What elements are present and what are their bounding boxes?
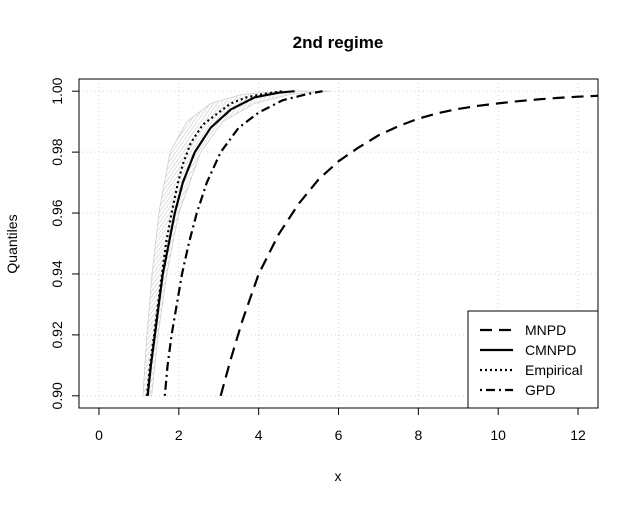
legend-label-empirical: Empirical xyxy=(525,362,583,378)
confidence-band xyxy=(142,90,331,397)
x-tick-label: 4 xyxy=(255,427,263,443)
x-axis: 0 2 4 6 8 10 12 xyxy=(95,407,586,443)
x-axis-label: x xyxy=(335,468,342,484)
legend: MNPD CMNPD Empirical GPD xyxy=(467,310,599,409)
y-tick-label: 0.90 xyxy=(49,382,65,409)
series-mnpd-line xyxy=(219,94,598,397)
series-lines xyxy=(145,90,598,397)
legend-box xyxy=(467,310,599,409)
x-tick-label: 10 xyxy=(490,427,506,443)
x-tick-label: 0 xyxy=(95,427,103,443)
series-gpd-line xyxy=(163,90,323,396)
legend-label-cmnpd: CMNPD xyxy=(525,342,576,358)
x-tick-label: 12 xyxy=(570,427,586,443)
series-empirical-line xyxy=(145,90,283,396)
y-tick-label: 1.00 xyxy=(49,77,65,104)
y-axis-label: Quantiles xyxy=(4,214,20,273)
x-tick-label: 2 xyxy=(175,427,183,443)
band-area xyxy=(142,90,331,397)
y-tick-label: 0.94 xyxy=(49,260,65,287)
y-tick-label: 0.92 xyxy=(49,321,65,348)
x-tick-label: 6 xyxy=(335,427,343,443)
x-tick-label: 8 xyxy=(414,427,422,443)
chart-title: 2nd regime xyxy=(293,33,384,52)
y-axis: 0.90 0.92 0.94 0.96 0.98 1.00 xyxy=(49,77,80,409)
legend-label-mnpd: MNPD xyxy=(525,322,566,338)
legend-label-gpd: GPD xyxy=(525,382,555,398)
y-tick-label: 0.98 xyxy=(49,138,65,165)
y-tick-label: 0.96 xyxy=(49,199,65,226)
